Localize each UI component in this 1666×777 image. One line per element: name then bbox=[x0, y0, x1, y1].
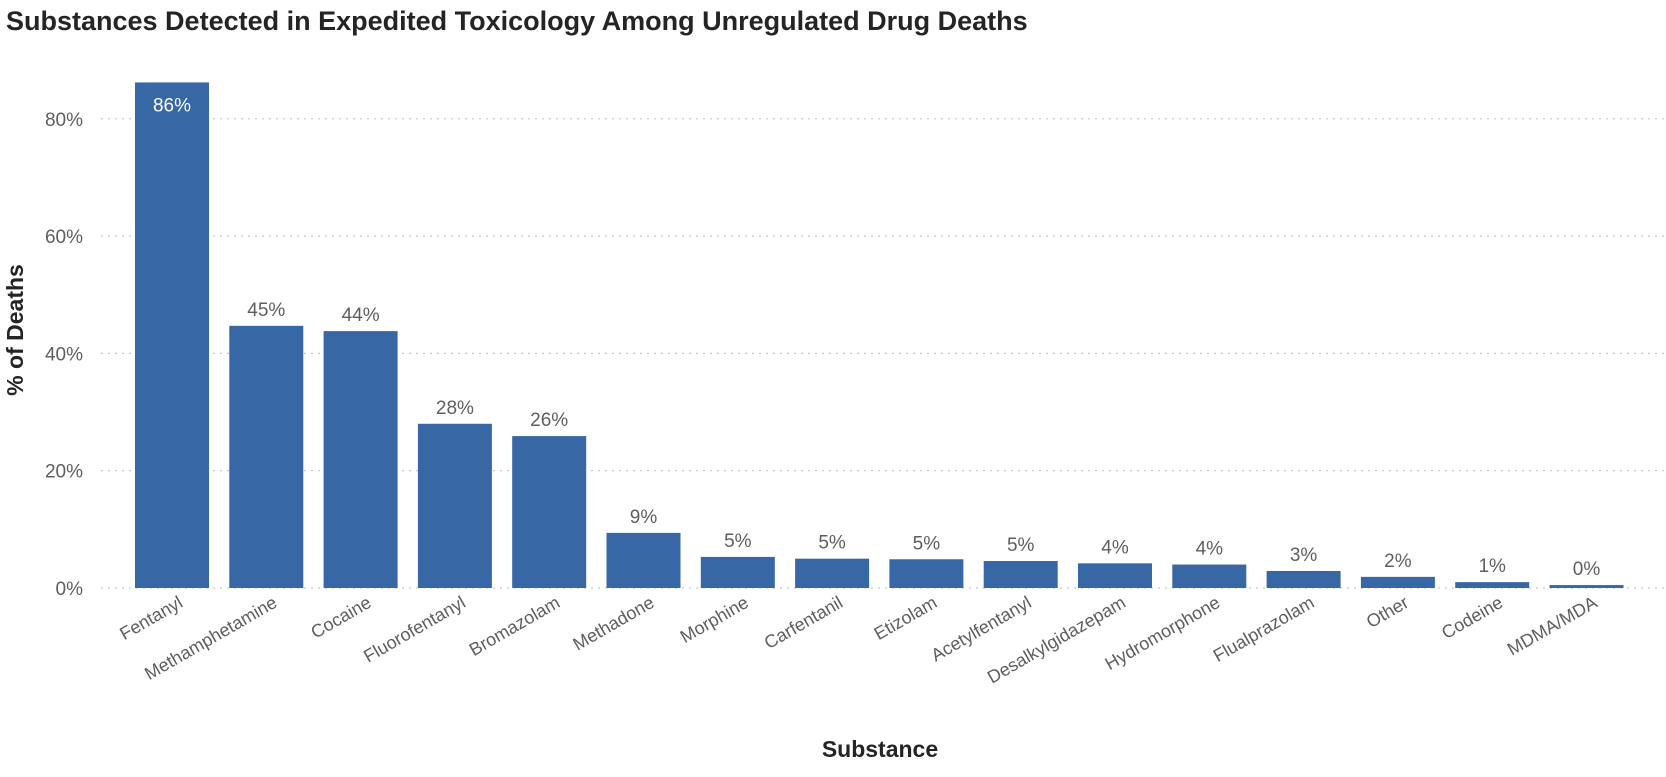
chart-title: Substances Detected in Expedited Toxicol… bbox=[6, 6, 1028, 36]
data-label: 5% bbox=[1007, 535, 1035, 556]
x-tick-label: Fluorofentanyl bbox=[360, 592, 469, 666]
x-tick-label: Fentanyl bbox=[116, 592, 186, 644]
bar bbox=[1172, 564, 1247, 588]
data-label: 28% bbox=[436, 398, 474, 419]
bar bbox=[135, 82, 209, 588]
data-label: 86% bbox=[153, 95, 191, 116]
bar bbox=[229, 325, 304, 588]
x-tick-label: Carfentanil bbox=[761, 592, 846, 653]
bar bbox=[606, 532, 681, 588]
bar bbox=[1266, 570, 1341, 588]
y-tick-label: 80% bbox=[45, 110, 83, 131]
y-axis-ticks: 0% 20% 40% 60% 80% bbox=[45, 110, 83, 600]
bar bbox=[1078, 563, 1152, 588]
bar bbox=[889, 559, 964, 588]
x-tick-label: Cocaine bbox=[307, 592, 374, 642]
data-label: 5% bbox=[818, 533, 846, 554]
x-tick-label: Methadone bbox=[569, 592, 657, 654]
x-tick-label: Flualprazolam bbox=[1210, 592, 1318, 666]
data-label: 0% bbox=[1573, 559, 1601, 580]
data-label: 3% bbox=[1290, 545, 1318, 566]
bar bbox=[983, 561, 1058, 588]
bar bbox=[417, 423, 492, 588]
data-label: 4% bbox=[1101, 537, 1129, 558]
y-axis-title: % of Deaths bbox=[2, 264, 28, 396]
data-label: 4% bbox=[1196, 539, 1224, 560]
bar bbox=[1360, 576, 1435, 588]
y-tick-label: 40% bbox=[45, 344, 83, 365]
data-label: 44% bbox=[342, 305, 380, 326]
data-label: 5% bbox=[724, 531, 752, 552]
bar bbox=[1455, 582, 1530, 588]
bar bbox=[323, 331, 398, 588]
y-tick-label: 20% bbox=[45, 462, 83, 483]
x-tick-label: Etizolam bbox=[871, 592, 941, 644]
data-labels: 86% 45% 44% 28% 26% 9% 5% 5% 5% 5% 4% 4% 3% 2% 1% 0% bbox=[153, 95, 1600, 580]
bar bbox=[1549, 585, 1624, 588]
bar bbox=[700, 556, 775, 588]
data-label: 9% bbox=[630, 507, 658, 528]
x-tick-label: Bromazolam bbox=[466, 592, 563, 660]
bars bbox=[135, 82, 1624, 588]
data-label: 26% bbox=[530, 410, 568, 431]
y-tick-label: 60% bbox=[45, 227, 83, 248]
data-label: 45% bbox=[247, 300, 285, 321]
x-axis-title: Substance bbox=[822, 736, 938, 762]
y-tick-label: 0% bbox=[56, 579, 84, 600]
data-label: 1% bbox=[1478, 556, 1506, 577]
bar bbox=[795, 558, 870, 588]
x-tick-label: Morphine bbox=[677, 592, 752, 647]
x-tick-label: MDMA/MDA bbox=[1504, 592, 1601, 659]
x-tick-label: Other bbox=[1363, 592, 1412, 632]
bar bbox=[512, 436, 587, 588]
x-tick-label: Codeine bbox=[1438, 592, 1506, 643]
data-label: 2% bbox=[1384, 551, 1412, 572]
data-label: 5% bbox=[913, 533, 941, 554]
